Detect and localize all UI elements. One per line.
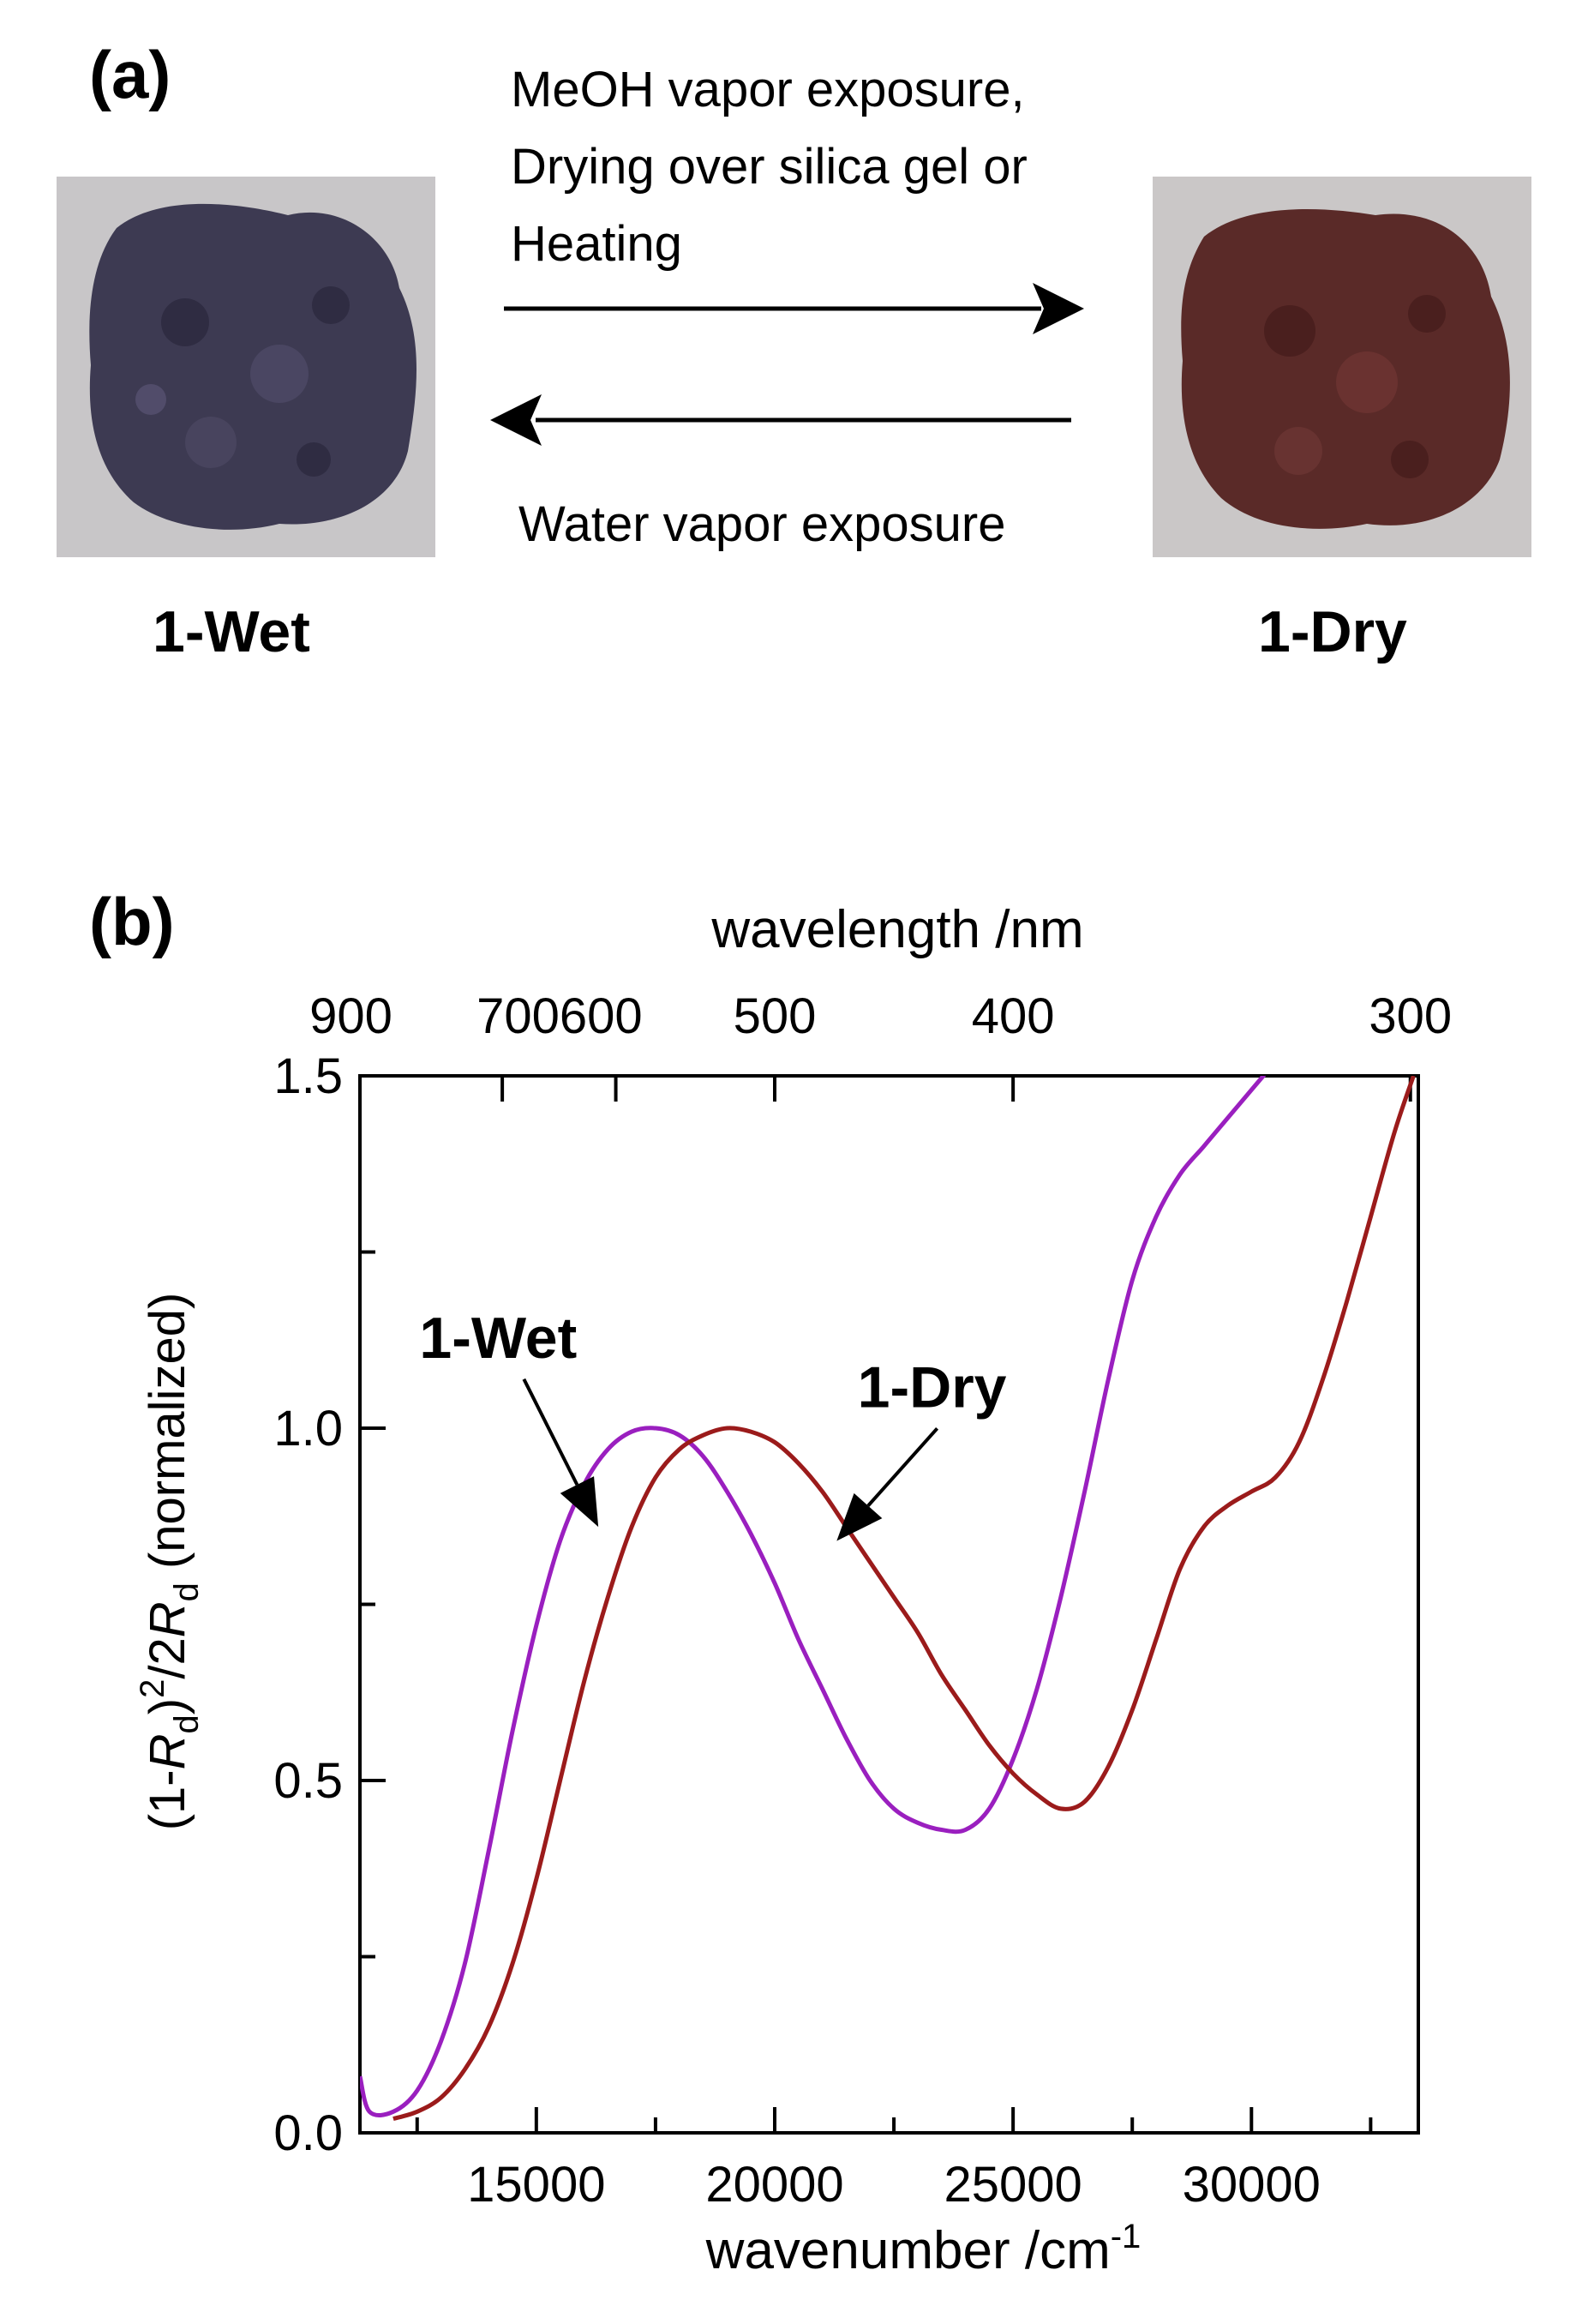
wet-sample-photo	[57, 177, 435, 557]
plot-frame	[358, 1074, 1420, 2135]
forward-condition-line-2: Drying over silica gel or	[511, 139, 1028, 195]
wet-powder-image	[57, 177, 435, 557]
x-axis-label: wavenumber /cm-1	[705, 2218, 1142, 2280]
series-line-1-wet	[360, 1076, 1267, 2117]
forward-condition-line-3: Heating	[511, 216, 682, 272]
annotation-1-wet: 1-Wet	[419, 1306, 577, 1371]
dry-sample-photo	[1153, 177, 1531, 557]
top-tick-label: 700600	[476, 988, 643, 1044]
x-tick-label: 25000	[944, 2157, 1082, 2213]
x-tick-label: 30000	[1183, 2157, 1321, 2213]
annotation-layer: 1-Wet 1-Dry	[419, 1306, 1007, 1541]
top-tick-label: 500	[734, 988, 817, 1044]
top-axis-label: wavelength /nm	[710, 900, 1083, 959]
series-layer	[360, 1076, 1416, 2122]
reaction-arrows	[490, 283, 1084, 446]
wet-sample-label: 1-Wet	[153, 599, 310, 664]
series-line-1-dry	[393, 1076, 1416, 2122]
x-tick-label: 15000	[467, 2157, 605, 2213]
dry-powder-image	[1153, 177, 1531, 557]
y-tick-label: 0.0	[273, 2105, 343, 2161]
top-tick-label: 400	[972, 988, 1055, 1044]
reverse-arrow	[490, 394, 1071, 446]
forward-arrow	[504, 283, 1084, 334]
annotation-arrow-head	[560, 1476, 599, 1528]
top-tick-label: 900	[309, 988, 393, 1044]
annotation-arrow-shaft	[866, 1427, 939, 1507]
annotation-arrow-shaft	[522, 1378, 579, 1486]
annotation-arrow-head	[836, 1492, 883, 1541]
y-tick-label: 1.5	[273, 1048, 343, 1104]
top-tick-label: 300	[1369, 988, 1452, 1044]
y-tick-label: 0.5	[273, 1753, 343, 1809]
y-tick-label: 1.0	[273, 1401, 343, 1456]
panel-a-label: (a)	[89, 37, 171, 112]
dry-sample-label: 1-Dry	[1258, 599, 1407, 664]
panel-b-label: (b)	[89, 884, 175, 959]
reverse-condition-text: Water vapor exposure	[518, 496, 1006, 552]
forward-condition-line-1: MeOH vapor exposure,	[511, 62, 1025, 117]
x-tick-label: 20000	[705, 2157, 843, 2213]
annotation-1-dry: 1-Dry	[858, 1354, 1007, 1420]
y-axis-label: (1-Rd)2/2Rd (normalized)	[134, 1293, 206, 1831]
